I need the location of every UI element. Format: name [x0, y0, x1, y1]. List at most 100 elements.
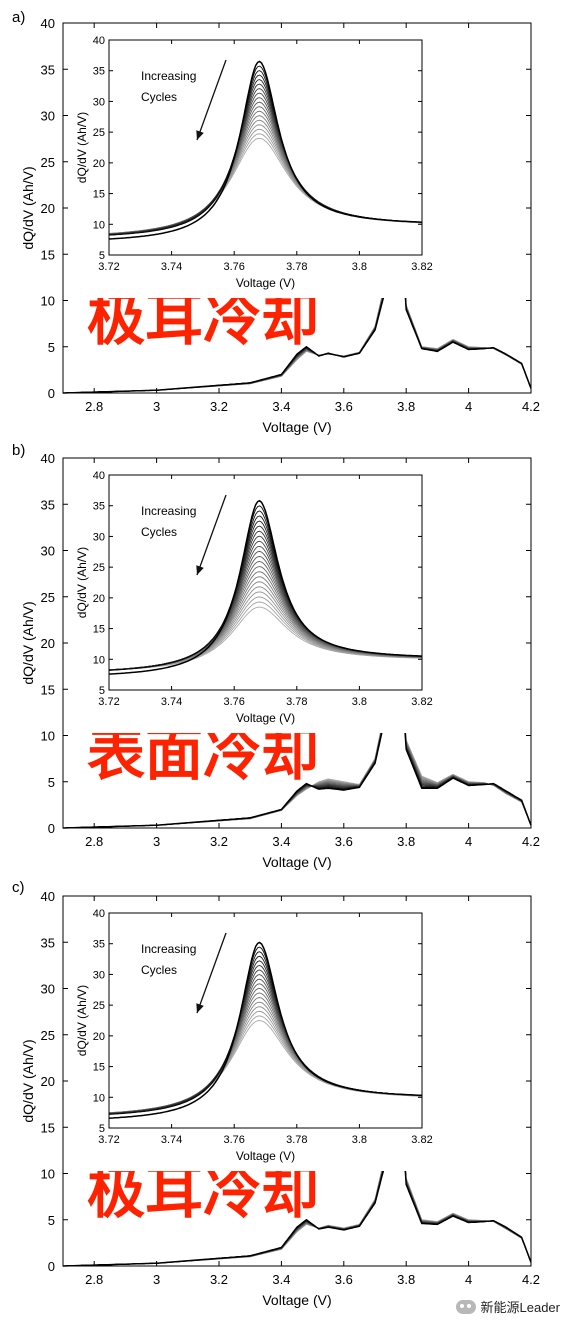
inset-curves	[109, 499, 422, 675]
inset-arrow-shaft	[196, 932, 227, 1014]
y-tick-label: 5	[48, 775, 55, 790]
inset-y-tick-label: 25	[93, 562, 105, 574]
x-tick-label: 2.8	[85, 1272, 103, 1287]
inset-x-tick-label: 3.74	[161, 696, 182, 708]
x-tick-label: 4	[465, 399, 472, 414]
y-tick-label: 10	[41, 294, 55, 309]
inset-y-tick-label: 25	[93, 127, 105, 139]
inset-y-tick-label: 15	[93, 624, 105, 636]
inset-x-tick-label: 3.8	[352, 261, 367, 273]
x-tick-label: 3.6	[335, 399, 353, 414]
inset-y-tick-label: 30	[93, 96, 105, 108]
panel-2: b) 2.8 3 3.2 3.4 3.6 3.8 4 4.2 0 5 10 15 20 25 30 35 40 Vo…	[12, 442, 540, 870]
panel-3: c) 2.8 3 3.2 3.4 3.6 3.8 4 4.2 0 5 10 15 20 25 30 35 40 Vo…	[12, 879, 540, 1308]
inset-x-tick-label: 3.74	[161, 1134, 182, 1146]
x-tick-label: 4.2	[522, 834, 540, 849]
y-tick-label: 20	[41, 636, 55, 651]
x-tick-label: 4.2	[522, 1272, 540, 1287]
inset-x-tick-label: 3.78	[286, 261, 307, 273]
x-tick-label: 3	[153, 834, 160, 849]
x-tick-label: 3.2	[210, 1272, 228, 1287]
y-axis-label: dQ/dV (Ah/V)	[20, 601, 36, 684]
main-curves	[63, 494, 532, 829]
inset-y-tick-label: 10	[93, 654, 105, 666]
inset-annotation: Increasing Cycles	[141, 504, 196, 539]
inset-y-tick-label: 30	[93, 531, 105, 543]
inset-x-tick-label: 3.82	[411, 696, 432, 708]
y-tick-label: 0	[48, 386, 55, 401]
inset-frame	[108, 39, 423, 256]
y-axis-label: dQ/dV (Ah/V)	[20, 1039, 36, 1122]
y-tick-label: 5	[48, 340, 55, 355]
inset-y-tick-label: 35	[93, 66, 105, 78]
y-tick-label: 35	[41, 62, 55, 77]
inset-frame	[108, 474, 423, 691]
y-tick-label: 30	[41, 544, 55, 559]
inset-y-tick-label: 20	[93, 1031, 105, 1043]
inset-y-tick-label: 20	[93, 593, 105, 605]
y-tick-label: 0	[48, 821, 55, 836]
panel-label: c)	[12, 879, 25, 896]
y-tick-label: 25	[41, 590, 55, 605]
inset-x-tick-label: 3.8	[352, 696, 367, 708]
x-tick-label: 3.4	[272, 399, 290, 414]
inset-chart: 3.72 3.74 3.76 3.78 3.8 3.82 5 10 15 20 25 30 35 40 Vo…	[71, 908, 433, 1171]
inset-background	[71, 35, 432, 298]
dqdv-curve	[63, 937, 532, 1267]
x-axis-label: Voltage (V)	[262, 854, 331, 870]
x-tick-label: 3.8	[397, 1272, 415, 1287]
inset-curve	[109, 499, 422, 675]
dqdv-curve	[63, 55, 532, 394]
watermark-text: 新能源Leader	[480, 1300, 560, 1315]
inset-x-tick-label: 3.72	[98, 261, 119, 273]
inset-y-tick-label: 15	[93, 1062, 105, 1074]
x-tick-label: 2.8	[85, 834, 103, 849]
y-axis-label: dQ/dV (Ah/V)	[20, 166, 36, 249]
inset-y-tick-label: 40	[93, 35, 105, 47]
x-tick-label: 3	[153, 399, 160, 414]
main-curves	[63, 55, 532, 394]
inset-x-axis-label: Voltage (V)	[236, 711, 295, 725]
inset-y-tick-label: 30	[93, 969, 105, 981]
inset-y-tick-label: 5	[99, 1123, 105, 1135]
y-tick-label: 20	[41, 1074, 55, 1089]
x-tick-label: 3.4	[272, 1272, 290, 1287]
y-tick-label: 40	[41, 451, 55, 466]
panel-label: a)	[12, 9, 25, 26]
inset-y-tick-label: 5	[99, 685, 105, 697]
inset-curves	[109, 60, 422, 240]
inset-y-tick-label: 40	[93, 908, 105, 920]
y-tick-label: 15	[41, 682, 55, 697]
inset-y-tick-label: 40	[93, 470, 105, 482]
inset-y-tick-label: 15	[93, 189, 105, 201]
inset-y-axis-label: dQ/dV (Ah/V)	[75, 112, 89, 183]
inset-y-axis-label: dQ/dV (Ah/V)	[75, 985, 89, 1056]
x-tick-label: 4	[465, 1272, 472, 1287]
inset-y-tick-label: 20	[93, 158, 105, 170]
inset-x-tick-label: 3.82	[411, 261, 432, 273]
inset-x-tick-label: 3.72	[98, 696, 119, 708]
y-tick-label: 40	[41, 16, 55, 31]
inset-frame	[108, 912, 423, 1129]
main-curves	[63, 937, 532, 1267]
inset-arrow-head	[196, 130, 204, 140]
y-tick-label: 5	[48, 1213, 55, 1228]
y-tick-label: 30	[41, 982, 55, 997]
y-tick-label: 15	[41, 247, 55, 262]
inset-x-tick-label: 3.8	[352, 1134, 367, 1146]
x-tick-label: 3.2	[210, 399, 228, 414]
x-tick-label: 2.8	[85, 399, 103, 414]
x-tick-label: 3.8	[397, 399, 415, 414]
inset-annotation: Increasing Cycles	[141, 942, 196, 977]
inset-y-tick-label: 35	[93, 501, 105, 513]
y-tick-label: 15	[41, 1120, 55, 1135]
inset-y-tick-label: 10	[93, 1092, 105, 1104]
x-axis-label: Voltage (V)	[262, 1292, 331, 1308]
inset-arrow-shaft	[196, 494, 227, 576]
inset-y-tick-label: 25	[93, 1000, 105, 1012]
inset-y-axis-label: dQ/dV (Ah/V)	[75, 547, 89, 618]
inset-x-tick-label: 3.74	[161, 261, 182, 273]
x-tick-label: 3.6	[335, 834, 353, 849]
x-tick-label: 3.2	[210, 834, 228, 849]
